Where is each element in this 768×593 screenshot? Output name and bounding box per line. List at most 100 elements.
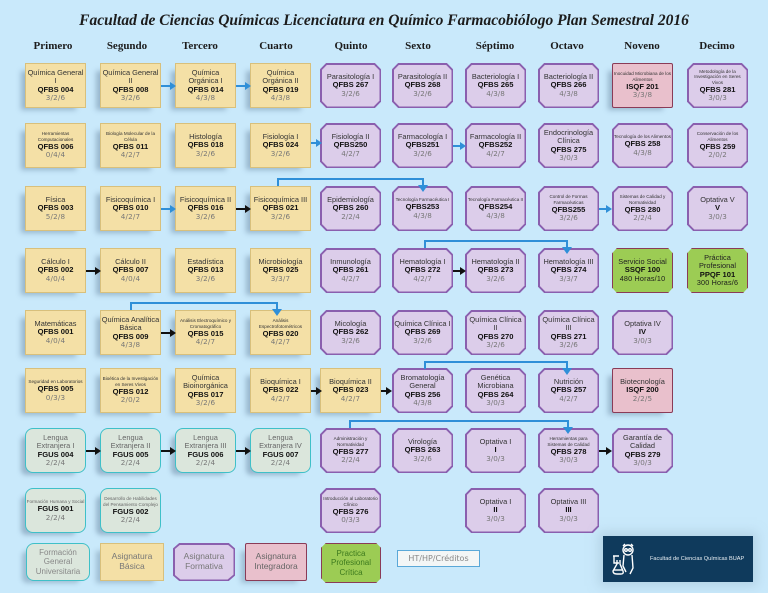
course-code: FGUS 006: [187, 449, 224, 459]
legend-hours-key: HT/HP/Créditos: [397, 550, 480, 567]
course-name: Química General I: [27, 67, 84, 86]
semester-header: Tercero: [182, 40, 218, 52]
course-hours: 4/0/4: [120, 273, 141, 283]
course-name: Matemáticas: [34, 319, 77, 329]
course-box: Bacteriología I QFBS 265 4/3/8: [465, 63, 526, 108]
course-box: Tecnología Farmacéutica II QFBS254 4/3/8: [465, 186, 526, 231]
course-code: FGUS 004: [37, 449, 74, 459]
course-box: Fisicoquímica II QFBS 016 3/2/6: [175, 186, 236, 231]
course-name: Micología: [334, 319, 367, 329]
course-code: QFBS 269: [404, 327, 441, 337]
course-name: Genética Microbiana: [477, 372, 514, 391]
course-name: Fisicoquímica II: [179, 195, 232, 205]
course-box: Desarrollo de Habilidades del Pensamient…: [100, 488, 161, 533]
course-hours: 4/3/8: [413, 210, 432, 220]
course-name: Análisis Electroquímico y Cromatográfico: [179, 318, 232, 330]
course-hours: 3/0/3: [559, 153, 578, 162]
course-code: QFBS 260: [332, 203, 369, 213]
course-hours: 2/2/4: [45, 458, 66, 467]
prerequisite-arrow: [453, 267, 466, 275]
course-box: Hematología II QFBS 273 3/2/6: [465, 248, 526, 293]
course-name: Lengua Extranjera IV: [259, 432, 302, 451]
course-box: Farmacología I QFBS251 3/2/6: [392, 123, 453, 168]
course-box: Lengua Extranjera III FGUS 006 2/2/4: [175, 428, 236, 473]
course-hours: 3/2/6: [559, 213, 578, 223]
course-name: Práctica Profesional: [699, 252, 736, 271]
course-hours: 4/3/8: [559, 88, 578, 98]
course-box: Fisiología II QFBS250 4/2/7: [320, 123, 381, 168]
buap-logo: Facultad de Ciencias Químicas BUAP: [603, 536, 753, 582]
course-box: Hematología I QFBS 272 4/2/7: [392, 248, 453, 293]
course-box: Seguridad en Laboratorios QFBS 005 0/3/3: [25, 368, 86, 413]
course-hours: 2/2/5: [632, 393, 653, 403]
course-code: QFBS 266: [550, 80, 587, 90]
course-hours: 4/2/7: [341, 148, 360, 158]
course-box: Optativa I I 3/0/3: [465, 428, 526, 473]
semester-header: Noveno: [624, 40, 660, 52]
course-code: QFBS 001: [37, 327, 74, 337]
course-hours: 2/2/4: [341, 455, 360, 465]
course-box: Química Orgánica II QFBS 019 4/3/8: [250, 63, 311, 108]
course-hours: 3/0/3: [559, 455, 578, 465]
course-code: QFBS250: [333, 140, 368, 150]
course-code: QFBS253: [405, 202, 440, 212]
course-name: Desarrollo de Habilidades del Pensamient…: [103, 496, 158, 508]
course-box: Biología Molecular de la Célula QFBS 011 4…: [100, 123, 161, 168]
course-code: V: [714, 203, 721, 213]
course-code: QFBS 271: [550, 331, 587, 341]
course-box: Bioquímica I QFBS 022 4/2/7: [250, 368, 311, 413]
course-name: Microbiología: [258, 257, 303, 267]
course-box: Bioética de la Investigación en Seres Vi…: [100, 368, 161, 413]
course-box: Optativa I II 3/0/3: [465, 488, 526, 533]
course-box: Fisicoquímica I QFBS 010 4/2/7: [100, 186, 161, 231]
course-name: Química General II: [102, 67, 159, 86]
course-hours: 3/0/3: [486, 513, 505, 523]
course-name: Lengua Extranjera I: [36, 432, 75, 451]
course-name: Química Clínica II: [469, 314, 522, 333]
course-name: Introducción al Laboratorio Clínico: [323, 496, 378, 508]
course-code: QFBS 265: [477, 80, 514, 90]
course-code: QFBS254: [478, 202, 513, 212]
course-box: Introducción al Laboratorio Clínico QFBS …: [320, 488, 381, 533]
course-hours: 3/2/6: [413, 453, 432, 463]
course-code: QFBS 016: [187, 203, 224, 213]
course-hours: 2/2/4: [341, 211, 360, 221]
course-box: Química Bioinorgánica QFBS 017 3/2/6: [175, 368, 236, 413]
course-box: Tecnología Farmacéutica I QFBS253 4/3/8: [392, 186, 453, 231]
prerequisite-arrow: [311, 139, 322, 147]
course-box: Optativa IV IV 3/0/3: [612, 310, 673, 355]
course-code: QFBS 003: [37, 203, 74, 213]
course-name: Optativa V: [700, 195, 735, 205]
course-code: QFBS 002: [37, 265, 74, 275]
course-name: Fisiología I: [262, 132, 299, 142]
prerequisite-arrow: [453, 142, 466, 150]
course-hours: 2/2/4: [270, 458, 291, 467]
course-code: FGUS 005: [112, 449, 149, 459]
course-hours: 3/2/6: [195, 148, 216, 158]
course-name: Estadística: [187, 257, 224, 267]
course-name: Endocrinología Clínica: [543, 127, 594, 146]
course-name: Herramientas para Sistemas de Calidad: [547, 436, 590, 448]
prerequisite-arrow: [161, 447, 176, 455]
course-code: QFBS251: [405, 140, 440, 150]
course-name: Garantía de Calidad: [622, 432, 663, 451]
semester-header: Segundo: [106, 40, 148, 52]
course-name: Epidemiología: [327, 195, 374, 205]
course-name: Bromatología General: [400, 372, 445, 391]
legend-label: Asignatura Formativa: [183, 551, 225, 571]
course-code: I: [494, 445, 497, 455]
course-hours: 2/0/2: [120, 395, 141, 405]
course-code: QFBS 004: [37, 84, 74, 94]
course-box: Epidemiología QFBS 260 2/2/4: [320, 186, 381, 231]
course-hours: 4/0/4: [45, 335, 66, 345]
course-hours: 2/2/4: [633, 213, 652, 223]
course-code: FGUS 007: [262, 449, 299, 459]
prerequisite-arrow: [161, 82, 176, 90]
course-box: Química Clínica III QFBS 271 3/2/6: [538, 310, 599, 355]
course-code: QFBS 259: [699, 141, 736, 151]
course-name: Parasitología I: [326, 72, 375, 82]
course-hours: 3/2/6: [341, 88, 360, 98]
course-hours: 3/0/3: [486, 398, 505, 407]
course-box: Farmacología II QFBS252 4/2/7: [465, 123, 526, 168]
